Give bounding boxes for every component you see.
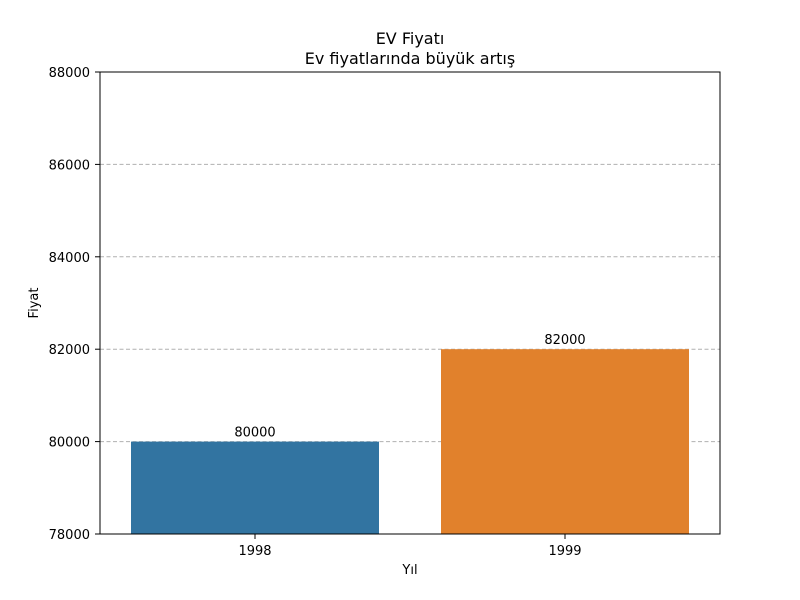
plot-area-frame bbox=[99, 71, 721, 535]
x-tick-label: 1998 bbox=[238, 544, 271, 559]
y-tick-label: 82000 bbox=[49, 343, 90, 358]
y-tick-label: 78000 bbox=[49, 528, 90, 543]
x-axis-label: Yıl bbox=[401, 563, 417, 578]
bar-value-label: 80000 bbox=[234, 426, 275, 441]
y-tick-label: 84000 bbox=[49, 251, 90, 266]
bar-value-label: 82000 bbox=[544, 333, 585, 348]
bar bbox=[131, 441, 379, 534]
x-axis-ticks: 1998 1999 bbox=[238, 534, 582, 559]
y-axis-ticks: 78000 80000 82000 84000 86000 88000 bbox=[49, 66, 100, 543]
x-tick-label: 1999 bbox=[548, 544, 581, 559]
bar bbox=[441, 349, 689, 534]
y-tick-label: 80000 bbox=[49, 436, 90, 451]
y-tick-label: 86000 bbox=[49, 158, 90, 173]
y-tick-label: 88000 bbox=[49, 66, 90, 81]
y-axis-label: Fiyat bbox=[27, 288, 42, 319]
chart-subtitle: Ev fiyatlarında büyük artış bbox=[305, 49, 515, 68]
data-labels: 80000 82000 bbox=[234, 333, 585, 440]
bars bbox=[131, 349, 689, 534]
chart-title: EV Fiyatı bbox=[376, 29, 445, 48]
